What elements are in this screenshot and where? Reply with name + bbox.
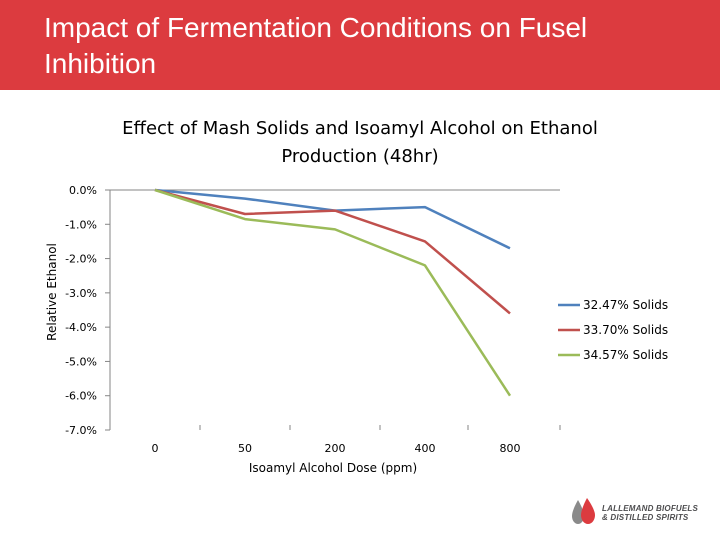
x-tick-label: 800 [500,442,521,455]
y-tick-label: -2.0% [65,253,97,266]
y-tick-label: -7.0% [65,424,97,437]
y-tick-label: -6.0% [65,390,97,403]
y-axis-label: Relative Ethanol [45,243,59,341]
y-tick-label: -4.0% [65,321,97,334]
x-tick-label: 0 [152,442,159,455]
logo-line-2: & DISTILLED SPIRITS [602,513,689,522]
x-tick-label: 50 [238,442,252,455]
series-lines [154,188,512,397]
series-line-1 [154,188,511,250]
droplet-logo-icon [572,498,595,524]
company-logo: LALLEMAND BIOFUELS & DISTILLED SPIRITS [570,496,710,530]
series-line-2 [154,188,511,315]
legend-label: 33.70% Solids [583,323,668,337]
x-tick-label: 200 [325,442,346,455]
chart-title: Effect of Mash Solids and Isoamyl Alcoho… [122,118,598,167]
y-tick-label: -5.0% [65,355,97,368]
y-tick-label: 0.0% [69,184,97,197]
y-tick-label: -3.0% [65,287,97,300]
logo-line-1: LALLEMAND BIOFUELS [602,504,699,513]
y-axis: 0.0% -1.0% -2.0% -3.0% -4.0% -5.0% -6.0% -7.0% [65,184,111,437]
title-banner: Impact of Fermentation Conditions on Fus… [0,0,720,90]
series-line-3 [154,188,512,397]
legend-label: 34.57% Solids [583,348,668,362]
legend: 32.47% Solids 33.70% Solids 34.57% Solids [558,298,668,362]
logo-text: LALLEMAND BIOFUELS & DISTILLED SPIRITS [602,504,698,522]
legend-label: 32.47% Solids [583,298,668,312]
slide-title: Impact of Fermentation Conditions on Fus… [44,12,588,79]
x-axis-label: Isoamyl Alcohol Dose (ppm) [249,461,417,475]
y-tick-label: -1.0% [65,218,97,231]
x-axis: 0 50 200 400 800 [109,189,561,455]
x-tick-label: 400 [415,442,436,455]
